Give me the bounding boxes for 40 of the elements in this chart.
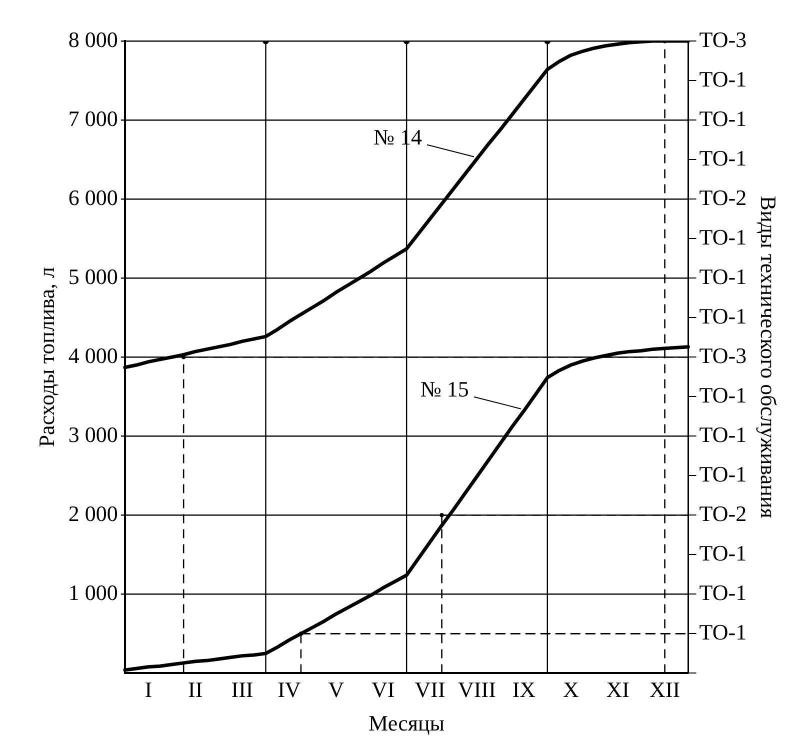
x-axis-title: Месяцы xyxy=(368,710,445,736)
category-label: ТО-1 xyxy=(699,461,747,486)
y-tick-label: 7 000 xyxy=(68,106,118,131)
y-tick-label: 3 000 xyxy=(68,422,118,447)
x-tick-label: XII xyxy=(649,677,680,702)
x-tick-label: VII xyxy=(414,677,446,702)
category-label: ТО-1 xyxy=(699,66,747,92)
x-tick-label: IX xyxy=(512,677,536,702)
y-tick-label: 5 000 xyxy=(68,264,118,289)
category-label: ТО-2 xyxy=(699,184,747,210)
category-label: ТО-2 xyxy=(699,500,747,526)
category-label: ТО-1 xyxy=(699,224,747,250)
x-tick-label: I xyxy=(144,677,152,702)
category-label: ТО-1 xyxy=(699,303,747,328)
y-tick-label: 2 000 xyxy=(68,500,118,526)
y-axis-title: Расходы топлива, л xyxy=(34,266,59,448)
y-tick-label: 4 000 xyxy=(68,342,118,368)
category-label: ТО-1 xyxy=(699,145,747,170)
y-tick-label: 6 000 xyxy=(68,184,118,210)
category-label: ТО-1 xyxy=(699,106,747,131)
y-tick-label: 8 000 xyxy=(68,26,118,52)
category-label: ТО-1 xyxy=(699,580,747,605)
x-tick-label: III xyxy=(231,677,254,702)
x-tick-label: V xyxy=(328,677,344,702)
category-label: ТО-3 xyxy=(699,26,747,52)
y-tick-label: 1 000 xyxy=(68,580,118,605)
category-label: ТО-1 xyxy=(699,264,747,289)
y2-axis-title: Виды технического обслуживания xyxy=(756,196,782,518)
x-tick-label: II xyxy=(188,677,203,702)
x-tick-label: VIII xyxy=(458,677,496,702)
x-tick-label: X xyxy=(562,677,579,702)
category-label: ТО-1 xyxy=(699,619,747,644)
category-label: ТО-1 xyxy=(699,382,747,408)
x-tick-label: XI xyxy=(606,677,630,702)
category-label: ТО-1 xyxy=(699,422,747,447)
annotation: № 15 xyxy=(420,376,469,402)
x-tick-label: VI xyxy=(371,677,395,702)
category-label: ТО-1 xyxy=(699,540,747,566)
x-tick-label: IV xyxy=(278,677,301,702)
category-label: ТО-3 xyxy=(699,342,747,368)
